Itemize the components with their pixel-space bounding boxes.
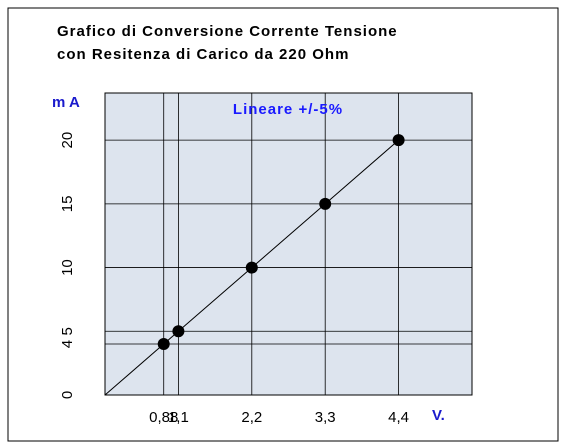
x-axis-label: V.: [432, 407, 445, 424]
y-tick-label: 10: [59, 259, 76, 276]
annotation: Lineare +/-5%: [233, 101, 343, 118]
point: [245, 261, 258, 274]
chart-title: Grafico di Conversione Corrente Tensione: [57, 23, 398, 40]
point: [319, 197, 332, 210]
x-tick-label: 3,3: [315, 409, 336, 426]
x-tick-label: 2,2: [241, 409, 262, 426]
y-tick-label: 0: [59, 391, 76, 399]
x-tick-label: 1,1: [168, 409, 189, 426]
y-axis-label: m A: [52, 94, 80, 111]
y-tick-label: 5: [59, 327, 76, 335]
x-tick-label: 4,4: [388, 409, 409, 426]
line: [104, 139, 399, 396]
point: [172, 325, 185, 338]
x-tick-label: 0,88: [149, 409, 178, 426]
chart-title: con Resitenza di Carico da 220 Ohm: [57, 46, 349, 63]
point: [392, 134, 405, 147]
point: [157, 338, 170, 351]
y-tick-label: 20: [59, 132, 76, 149]
y-tick-label: 4: [59, 340, 76, 348]
plot-area: [104, 92, 473, 396]
y-tick-label: 15: [59, 196, 76, 213]
